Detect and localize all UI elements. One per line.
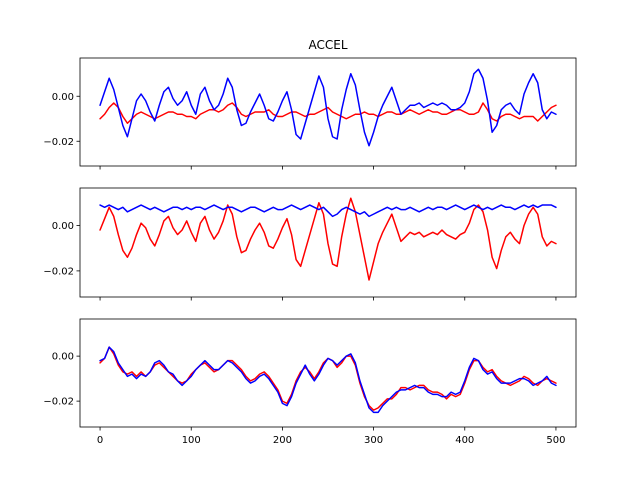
x-tick-label: 200 <box>273 435 292 446</box>
y-tick-label: 0.00 <box>52 352 74 363</box>
subplot-2: −0.02 0.00 <box>43 187 577 301</box>
series-line-2 <box>99 346 557 414</box>
series-line-2 <box>99 68 557 147</box>
y-tick-label: −0.02 <box>43 137 74 148</box>
subplots: −0.02 0.00 −0.02 0.00 −0.02 0.00 0 100 200 300 400… <box>43 57 577 446</box>
x-tick-label: 400 <box>455 435 474 446</box>
y-tick-label: −0.02 <box>43 266 74 277</box>
x-tick-label: 500 <box>546 435 565 446</box>
series-line-1 <box>99 102 557 124</box>
axes-frame <box>79 318 577 428</box>
x-tick-label: 0 <box>97 435 103 446</box>
y-tick-label: 0.00 <box>52 221 74 232</box>
x-tick-label: 100 <box>182 435 201 446</box>
axes-frame <box>79 57 577 167</box>
x-tick-label: 300 <box>364 435 383 446</box>
series-line-2 <box>99 204 557 218</box>
subplot-1: −0.02 0.00 <box>43 57 577 170</box>
y-tick-label: 0.00 <box>52 92 74 103</box>
chart-title: ACCEL <box>308 38 347 52</box>
y-tick-label: −0.02 <box>43 397 74 408</box>
subplot-3: −0.02 0.00 0 100 200 300 400 500 <box>43 318 577 446</box>
axes-frame <box>79 187 577 298</box>
